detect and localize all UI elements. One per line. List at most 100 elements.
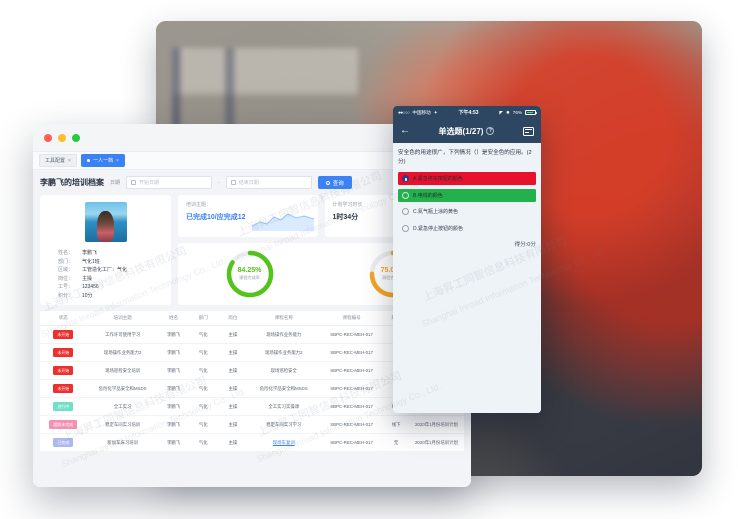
cell-code: SBPC-REC-MEH-017 <box>319 379 384 398</box>
cell-post: 主操 <box>218 379 248 398</box>
cell-status: 未开始 <box>40 361 87 380</box>
cell-status: 未开始 <box>40 343 87 362</box>
tab-bar: 工具配置 × 一人一档 × <box>33 152 471 170</box>
donut-label-group: 84.25% 课程完成率 <box>224 248 276 300</box>
start-date-placeholder: 开始日期 <box>139 180 160 186</box>
cell-topic: 全工实习 <box>86 397 159 416</box>
radio-icon[interactable] <box>402 191 409 199</box>
status-badge: 未开始 <box>53 366 74 375</box>
cell-course: 现场操作业务能力 <box>247 325 320 344</box>
donut-caption: 课程完成率 <box>239 275 260 280</box>
table-body: 未开始 工作许可使用学习 李鹏飞 气化 主操 现场操作业务能力 SBPC-REC-MEH-0… <box>40 325 464 452</box>
cell-course[interactable]: 现场车复训 <box>247 433 320 452</box>
radio-selected-icon[interactable] <box>402 175 409 183</box>
table-row[interactable]: 超期未完成 稳定车间实习培训 李鹏飞 气化 主操 稳定车间实习学习 SBPC-REC-MEH… <box>40 415 464 434</box>
cell-dept: 气化 <box>188 397 219 416</box>
cell-post: 主操 <box>218 397 248 416</box>
field-key: 积分： <box>58 292 74 299</box>
maximize-window-icon[interactable] <box>72 133 80 142</box>
page-title: 李鹏飞的培训档案 <box>40 178 104 187</box>
tab-close-icon[interactable]: × <box>115 157 119 164</box>
minimize-window-icon[interactable] <box>58 133 66 142</box>
table-row[interactable]: 已完成 新加车床习培训 李鹏飞 气化 主操 现场车复训 SBPC-REC-MEH-017 无 2… <box>40 433 464 452</box>
cell-post: 主操 <box>218 325 248 344</box>
cell-status: 未开始 <box>40 325 87 344</box>
help-icon[interactable]: ? <box>486 127 495 135</box>
status-badge: 未开始 <box>53 330 74 339</box>
tab-close-icon[interactable]: × <box>68 157 71 164</box>
cell-topic: 现场巡检安全培训 <box>86 361 159 380</box>
tab-tool-config[interactable]: 工具配置 × <box>39 154 77 167</box>
close-window-icon[interactable] <box>44 133 52 142</box>
cell-code: SBPC-REC-MEH-017 <box>319 397 384 416</box>
field-key: 工号： <box>58 284 74 291</box>
start-date-input[interactable]: 开始日期 <box>126 176 213 189</box>
back-icon[interactable]: ← <box>400 125 410 136</box>
cell-post: 主操 <box>218 415 248 434</box>
cell-dept: 气化 <box>188 343 219 362</box>
mobile-quiz-panel: ●●○○○ 中国移动 ✦ 下午4:53 ◤ ✹ 76% ← 单选题(1/27) … <box>393 106 541 413</box>
question-text: 安全色的用途很广，下列情况（）是安全色的应用。(2分) <box>398 150 532 165</box>
status-badge: 已完成 <box>53 438 74 447</box>
quiz-option-d[interactable]: D.紧急停止按钮的颜色 <box>398 222 536 235</box>
donut-percent: 84.25% <box>237 267 262 274</box>
battery-percent: 76% <box>512 110 522 115</box>
field-value: 10分 <box>82 292 93 299</box>
carrier-label: 中国移动 <box>412 109 431 115</box>
end-date-input[interactable]: 结束日期 <box>225 176 312 189</box>
cell-post: 主操 <box>218 361 248 380</box>
profile-field-area: 区域： 工管造化工厂：气化 <box>58 266 163 275</box>
calendar-icon <box>131 180 137 185</box>
cell-code: SBPC-REC-MEH-017 <box>319 415 384 434</box>
cell-post: 主操 <box>218 343 248 362</box>
col-status: 状态 <box>40 311 87 326</box>
donut-svg <box>226 250 273 298</box>
cell-topic: 危险化学品安全和MSDS <box>86 379 159 398</box>
quiz-option-c[interactable]: C.氮气瓶上涂的黄色 <box>398 205 536 218</box>
stat-training-topics: 培训主题： 已完成10/应完成12 <box>178 195 318 237</box>
field-value: 123456 <box>82 284 99 291</box>
cell-name: 李鹏飞 <box>158 361 189 380</box>
stat-value: 1时34分 <box>332 214 359 221</box>
query-button[interactable]: 查询 <box>317 176 352 189</box>
tab-label: 一人一档 <box>92 158 113 164</box>
field-value: 气化1班 <box>82 258 100 265</box>
tab-one-person-one-file[interactable]: 一人一档 × <box>80 154 125 167</box>
cell-name: 李鹏飞 <box>158 379 189 398</box>
cell-name: 李鹏飞 <box>158 415 189 434</box>
score-text: 得分:0分 <box>514 241 536 248</box>
cell-status: 已完成 <box>40 433 87 452</box>
field-key: 姓名： <box>58 250 74 256</box>
cell-plan: 2020年1月份培训计划 <box>408 433 464 452</box>
cell-topic: 稳定车间实习培训 <box>86 415 159 434</box>
cell-name: 李鹏飞 <box>158 325 189 344</box>
quiz-option-a[interactable]: A.紧急停车按钮的颜色 <box>398 172 536 186</box>
radio-icon[interactable] <box>402 224 409 232</box>
sparkline-chart <box>251 213 314 231</box>
cell-dept: 气化 <box>188 361 219 380</box>
profile-field-department: 部门： 气化1班 <box>58 258 163 267</box>
donut-label-group: 75.00% 测验合格率 <box>367 248 419 300</box>
cell-status: 超期未完成 <box>40 415 87 434</box>
col-course: 课程名称 <box>247 311 320 326</box>
option-label: B.电线的颜色 <box>413 192 443 199</box>
status-badge: 未开始 <box>53 384 74 393</box>
date-label: 日期 <box>110 180 121 186</box>
col-position: 岗位 <box>218 311 248 326</box>
cell-course: 现场巡检安全 <box>247 361 320 380</box>
cell-dept: 气化 <box>188 379 219 398</box>
cell-post: 主操 <box>218 433 248 452</box>
quiz-option-b[interactable]: B.电线的颜色 <box>398 188 536 202</box>
profile-field-name: 姓名： 李鹏飞 <box>58 249 163 258</box>
location-icon: ◤ <box>499 109 503 115</box>
cell-course: 现场操作业务能力2 <box>247 343 320 362</box>
summary-cards: 姓名： 李鹏飞 部门： 气化1班 区域： 工管造化工厂：气化 岗位： <box>40 195 464 305</box>
profile-field-employee-id: 工号： 123456 <box>58 283 163 292</box>
answer-card-icon[interactable] <box>523 126 534 136</box>
donut-percent: 75.00% <box>381 267 405 274</box>
cell-course: 稳定车间实习学习 <box>247 415 320 434</box>
col-department: 部门 <box>188 311 219 326</box>
radio-icon[interactable] <box>402 208 409 216</box>
cell-code: SBPC-REC-MEH-017 <box>319 361 384 380</box>
alarm-icon: ✹ <box>505 109 510 115</box>
